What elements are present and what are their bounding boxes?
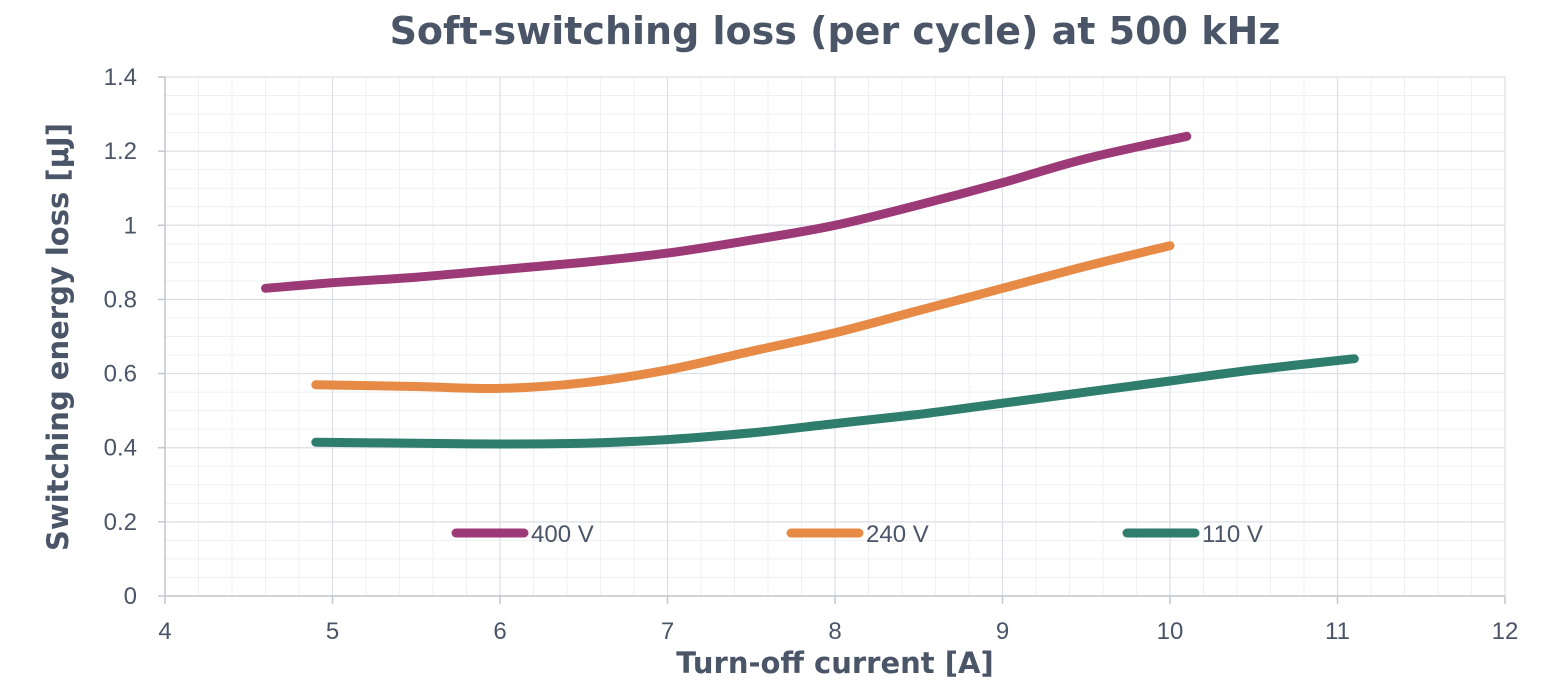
x-tick-label: 8 [828, 618, 841, 645]
chart-title: Soft-switching loss (per cycle) at 500 k… [390, 9, 1281, 53]
x-tick-label: 9 [996, 618, 1009, 645]
x-axis-title: Turn-off current [A] [676, 646, 993, 680]
y-tick-label: 1.4 [104, 64, 137, 91]
y-tick-label: 1.2 [104, 138, 137, 165]
legend-label-400v: 400 V [531, 521, 594, 548]
y-tick-label: 1 [124, 212, 137, 239]
x-tick-label: 6 [493, 618, 506, 645]
series-line-240v [311, 241, 1175, 394]
legend-label-240v: 240 V [866, 521, 929, 548]
y-axis-title: Switching energy loss [μJ] [41, 123, 75, 551]
y-tick-label: 0.8 [104, 286, 137, 313]
x-tick-label: 7 [661, 618, 674, 645]
x-tick-label: 4 [158, 618, 171, 645]
x-tick-label: 10 [1157, 618, 1184, 645]
y-tick-label: 0.4 [104, 435, 137, 462]
series-line-110v [311, 354, 1359, 449]
legend-label-110v: 110 V [1202, 521, 1263, 548]
y-tick-label: 0 [124, 583, 137, 610]
legend: 400 V 240 V 110 V [451, 521, 1263, 548]
x-tick-label: 5 [326, 618, 339, 645]
y-tick-label: 0.6 [104, 361, 137, 388]
x-tick-label: 12 [1492, 618, 1519, 645]
y-tick-label: 0.2 [104, 509, 137, 536]
x-tick-label: 11 [1325, 618, 1350, 645]
series-line-400v [261, 131, 1192, 293]
series-lines [261, 131, 1359, 449]
x-axis-ticks: 4 5 6 7 8 9 10 11 12 [158, 596, 1518, 645]
y-axis-ticks: 0 0.2 0.4 0.6 0.8 1 1.2 1.4 [104, 64, 165, 610]
